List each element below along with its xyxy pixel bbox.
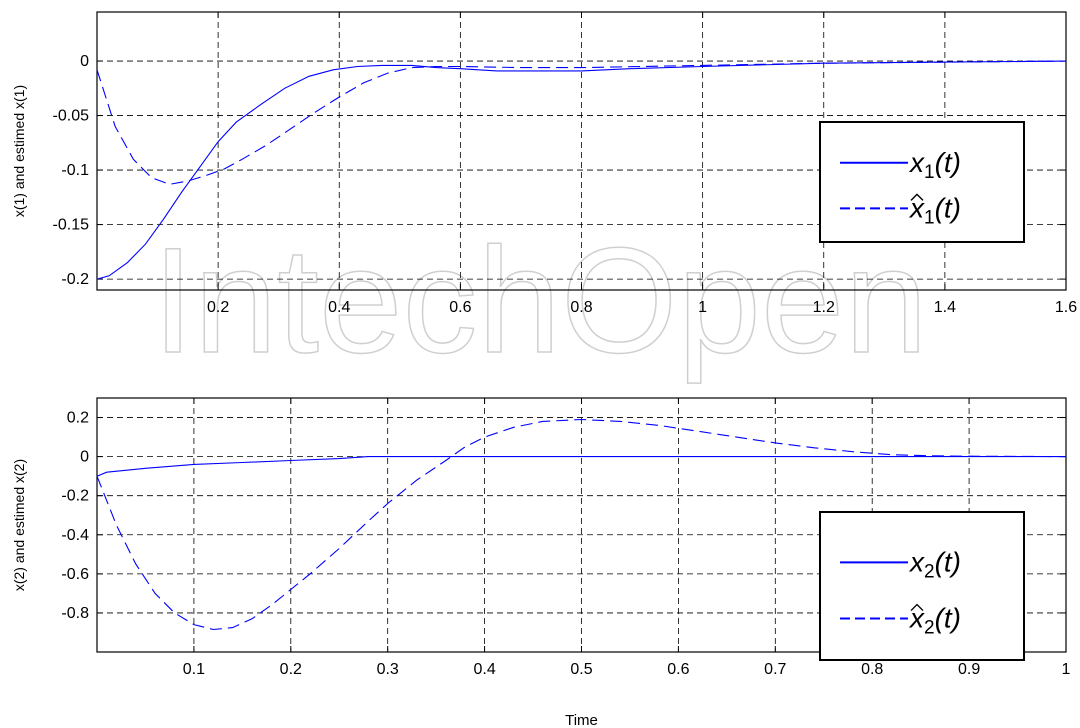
x-tick-label: 0.2 [280,661,302,678]
series-line-1 [96,60,1067,280]
x-tick-label: 0.5 [570,661,592,678]
series-line-2 [96,418,1067,631]
series-line-2 [96,60,1067,185]
legend-arg: (t) [935,147,961,178]
x-tick-label: 0.6 [449,299,471,316]
x-tick-label: 0.3 [377,661,399,678]
y-tick-label: -0.6 [61,566,89,583]
legend-arg: (t) [935,546,961,577]
legend-label: x2(t) [908,603,961,639]
legend-label: x1(t) [908,147,961,183]
x-tick-label: 1.4 [934,299,956,316]
legend-subscript: 1 [924,207,935,228]
y-tick-label: 0 [80,53,89,70]
x-tick-label: 0.1 [183,661,205,678]
legend: x2(t)x2(t) [819,511,1025,661]
x-tick-label: 0.8 [570,299,592,316]
legend-label: x1(t) [908,192,961,228]
legend-symbol: x [908,192,925,223]
x-tick-label: 1 [1062,661,1071,678]
hat-accent [910,193,924,201]
legend-symbol: x [908,147,925,178]
y-axis-label: x(1) and estimed x(1) [11,85,27,217]
y-tick-label: -0.8 [61,605,89,622]
x-tick-label: 0.2 [207,299,229,316]
x-tick-label: 1.2 [813,299,835,316]
y-tick-label: -0.05 [53,108,90,125]
legend-label: x2(t) [908,546,961,582]
x-tick-label: 0.6 [667,661,689,678]
x-tick-label: 0.9 [958,661,980,678]
y-tick-label: 0 [80,449,89,466]
y-axis-label: x(2) and estimed x(2) [11,459,27,591]
plot-x2: 0.1 0.2 0.3 0.4 0.5 0.6 0.7 0.8 0.9 1 0.2 0 -0.2 -0.4… [11,397,1071,728]
y-tick-label: -0.2 [61,271,89,288]
legend-subscript: 2 [924,618,935,639]
y-tick-label: -0.1 [61,162,89,179]
series-line-1 [96,456,1066,477]
x-tick-label: 0.8 [861,661,883,678]
y-tick-label: -0.15 [53,217,90,234]
legend-symbol: x [908,603,925,634]
legend-arg: (t) [935,192,961,223]
legend: x1(t)x1(t) [819,121,1025,243]
legend-subscript: 1 [924,162,935,183]
y-tick-label: -0.4 [61,527,89,544]
x-tick-label: 0.7 [764,661,786,678]
x-tick-label: 1 [698,299,707,316]
legend-box [819,511,1025,661]
x-tick-label: 1.6 [1055,299,1077,316]
legend-subscript: 2 [924,561,935,582]
legend-arg: (t) [935,603,961,634]
hat-accent [910,603,924,612]
x-axis-label: Time [565,712,598,728]
x-tick-label: 0.4 [328,299,350,316]
watermark: IntechOpen [152,216,928,384]
legend-box [819,121,1025,243]
y-tick-label: -0.2 [61,488,89,505]
plot-x1: 0.2 0.4 0.6 0.8 1 1.2 1.4 1.6 0 -0.05 -0.1 -0.15 -0.… [11,11,1077,316]
x-tick-label: 0.4 [473,661,495,678]
legend-symbol: x [908,546,925,577]
y-tick-label: 0.2 [67,410,89,427]
